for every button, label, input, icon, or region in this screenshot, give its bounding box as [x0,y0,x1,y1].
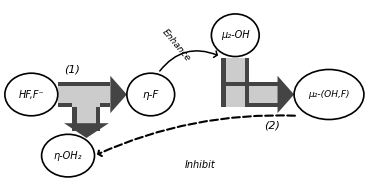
Text: Inhibit: Inhibit [185,160,216,170]
Ellipse shape [127,73,175,116]
Polygon shape [221,82,249,107]
Polygon shape [72,107,77,131]
Ellipse shape [42,134,94,177]
Polygon shape [221,87,278,102]
Polygon shape [72,82,100,107]
Polygon shape [278,76,294,113]
Polygon shape [244,82,249,107]
Polygon shape [77,107,96,131]
Polygon shape [221,82,278,87]
Text: (1): (1) [64,64,80,74]
Ellipse shape [211,14,259,57]
Polygon shape [58,102,110,107]
Text: μ₂-(OH,F): μ₂-(OH,F) [308,90,350,99]
Text: (2): (2) [264,120,280,130]
Polygon shape [244,58,249,82]
Polygon shape [110,76,127,113]
Polygon shape [226,58,245,82]
Text: Enhance: Enhance [160,28,192,63]
Polygon shape [221,82,249,87]
Polygon shape [72,82,100,87]
Ellipse shape [5,73,58,116]
Text: HF,F⁻: HF,F⁻ [18,90,44,99]
Text: μ₂-OH: μ₂-OH [221,30,250,40]
Polygon shape [58,82,110,87]
Polygon shape [221,102,278,107]
Polygon shape [221,58,226,82]
Ellipse shape [294,70,364,119]
Text: η-OH₂: η-OH₂ [54,151,82,161]
Text: η-F: η-F [142,90,159,99]
Polygon shape [64,123,109,138]
Polygon shape [58,87,110,102]
Polygon shape [96,107,100,131]
Polygon shape [221,82,226,107]
